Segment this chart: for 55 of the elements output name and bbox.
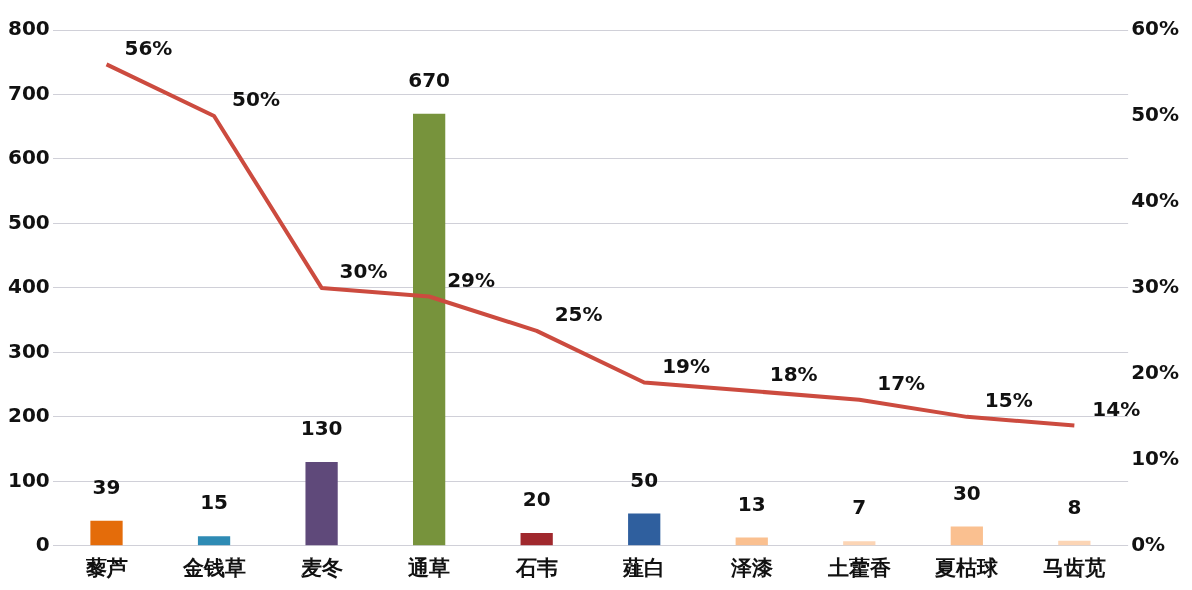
data-label: 30% [339, 259, 388, 284]
bar [90, 520, 123, 546]
y-tick-label: 100 [8, 467, 50, 492]
data-label: 19% [662, 353, 711, 378]
bar [413, 113, 446, 546]
x-tick-label: 马齿苋 [1042, 555, 1106, 580]
y-tick-label: 300 [8, 338, 50, 363]
y2-tick-label: 20% [1131, 360, 1179, 385]
x-tick-label: 藜芦 [84, 555, 128, 580]
bar [197, 536, 231, 546]
data-label: 15% [984, 388, 1033, 413]
data-label: 30 [952, 480, 981, 505]
y-tick-label: 200 [8, 403, 50, 428]
data-label: 7 [852, 495, 867, 520]
bar [305, 461, 338, 546]
x-tick-label: 薤白 [622, 555, 666, 580]
y-tick-label: 500 [8, 209, 50, 234]
y2-tick-label: 30% [1131, 274, 1179, 299]
y2-tick-label: 50% [1131, 102, 1179, 127]
x-tick-label: 麦冬 [299, 555, 343, 580]
data-label: 50 [630, 467, 659, 492]
bar [735, 537, 768, 546]
x-tick-label: 夏枯球 [934, 555, 1000, 580]
data-label: 50% [232, 87, 280, 112]
x-tick-label: 通草 [407, 555, 451, 580]
x-tick-label: 泽漆 [729, 555, 773, 580]
y-tick-label: 700 [8, 80, 50, 105]
data-label: 13 [737, 491, 766, 516]
data-label: 20 [522, 487, 551, 512]
data-label: 14% [1092, 396, 1141, 421]
bar [843, 541, 876, 546]
data-label: 130 [300, 416, 343, 441]
x-tick-label: 金钱草 [181, 555, 246, 580]
bar [628, 513, 661, 546]
data-label: 29% [447, 267, 496, 292]
x-tick-label: 石韦 [514, 555, 558, 580]
data-label: 56% [124, 35, 173, 60]
bar [520, 532, 553, 546]
y-tick-label: 0 [35, 532, 50, 556]
y2-tick-label: 0% [1131, 532, 1166, 556]
data-label: 670 [408, 68, 451, 93]
y2-tick-label: 40% [1131, 188, 1179, 213]
y-tick-label: 800 [8, 16, 50, 41]
y-tick-label: 600 [8, 145, 50, 170]
x-tick-label: 土藿香 [826, 555, 891, 580]
y2-tick-label: 10% [1131, 446, 1179, 471]
y2-tick-label: 60% [1131, 16, 1179, 41]
data-label: 39 [92, 474, 121, 499]
data-label: 8 [1067, 494, 1082, 519]
data-label: 25% [554, 302, 603, 327]
data-label: 17% [877, 370, 926, 395]
data-label: 18% [769, 362, 818, 387]
y-tick-label: 400 [8, 274, 50, 299]
bar [950, 526, 983, 546]
data-label: 15 [200, 490, 228, 515]
